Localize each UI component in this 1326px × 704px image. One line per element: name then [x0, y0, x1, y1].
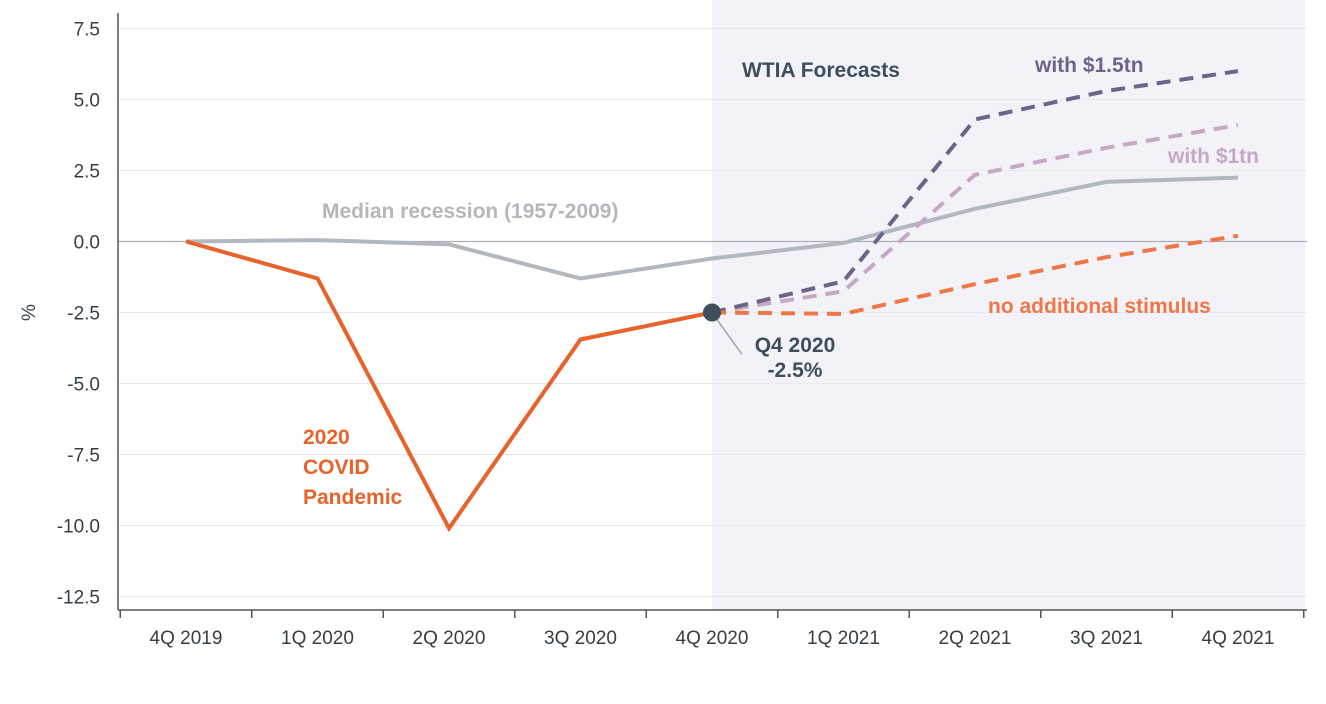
x-tick-label: 2Q 2020 [413, 628, 486, 649]
x-tick-label: 4Q 2020 [676, 628, 749, 649]
series-lines [185, 69, 1239, 533]
annotations: WTIA Forecasts with $1.5tn with $1tn Med… [303, 54, 1259, 509]
label-median-recession: Median recession (1957-2009) [322, 200, 618, 223]
y-tick-label: -5.0 [67, 375, 100, 396]
gridlines [118, 28, 1307, 597]
y-tick-label: 0.0 [74, 233, 100, 254]
series-line-with-1tn [711, 123, 1239, 315]
point-label-quarter: Q4 2020 [755, 334, 836, 357]
x-tick-label: 4Q 2019 [150, 628, 223, 649]
label-covid-line-2: COVID [303, 456, 370, 479]
x-ticks: 4Q 2019 1Q 2020 2Q 2020 3Q 2020 4Q 2020 1Q 20… [119, 610, 1305, 649]
series-line-median-recession-1957-2009- [185, 175, 1239, 281]
label-with-1-5tn: with $1.5tn [1034, 54, 1144, 77]
q4-2020-point-marker [703, 303, 721, 322]
x-tick-label: 3Q 2021 [1070, 628, 1143, 649]
x-tick-label: 1Q 2021 [807, 628, 880, 649]
y-axis-label: % [19, 304, 40, 321]
x-tick-label: 4Q 2021 [1202, 628, 1275, 649]
x-tick-label: 2Q 2021 [939, 628, 1012, 649]
label-no-additional-stimulus: no additional stimulus [988, 295, 1211, 318]
y-tick-label: 7.5 [74, 20, 100, 41]
y-tick-label: -10.0 [57, 517, 100, 538]
forecast-region-label: WTIA Forecasts [742, 59, 900, 82]
x-tick-label: 3Q 2020 [544, 628, 617, 649]
series-line-2020-covid-pandemic [185, 239, 713, 533]
y-tick-label: -12.5 [57, 588, 100, 609]
y-tick-label: 5.0 [74, 91, 100, 112]
series-line-no-additional-stimulus [711, 233, 1239, 316]
label-covid-line-3: Pandemic [303, 486, 403, 509]
point-label-value: -2.5% [768, 359, 823, 382]
label-with-1tn: with $1tn [1167, 145, 1259, 168]
y-tick-label: -2.5 [67, 304, 100, 325]
x-tick-label: 1Q 2020 [281, 628, 354, 649]
forecast-region [712, 0, 1305, 610]
y-tick-label: 2.5 [74, 162, 100, 183]
y-ticks: 7.5 5.0 2.5 0.0 -2.5 -5.0 -7.5 -10.0 -12.5 [57, 20, 100, 609]
y-tick-label: -7.5 [67, 446, 100, 467]
label-covid-line-1: 2020 [303, 426, 350, 449]
